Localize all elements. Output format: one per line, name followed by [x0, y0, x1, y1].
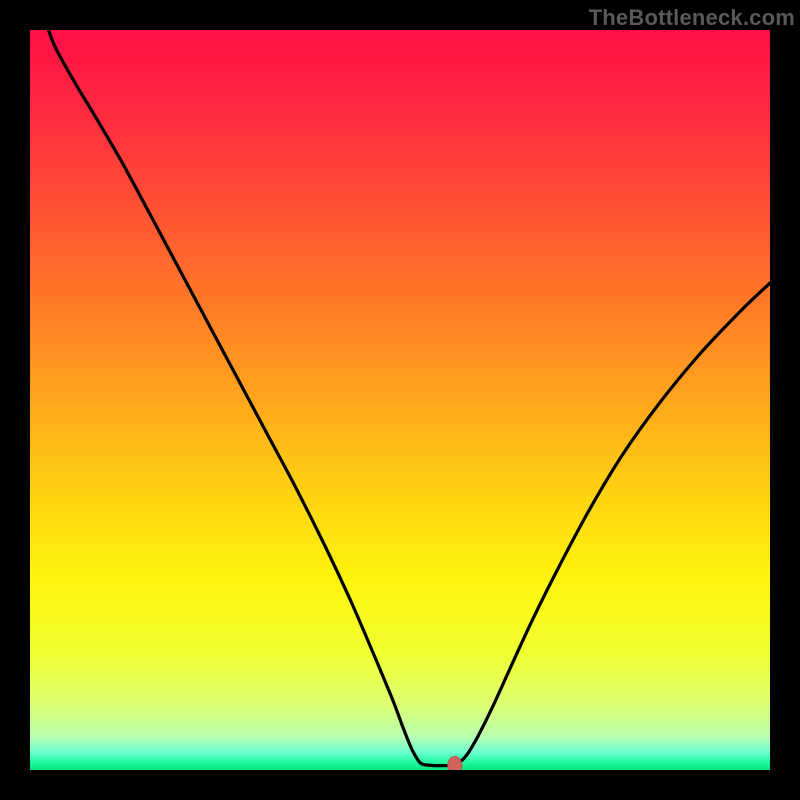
plot-canvas [30, 30, 770, 770]
watermark-text: TheBottleneck.com [589, 5, 795, 31]
plot-area [30, 30, 770, 770]
